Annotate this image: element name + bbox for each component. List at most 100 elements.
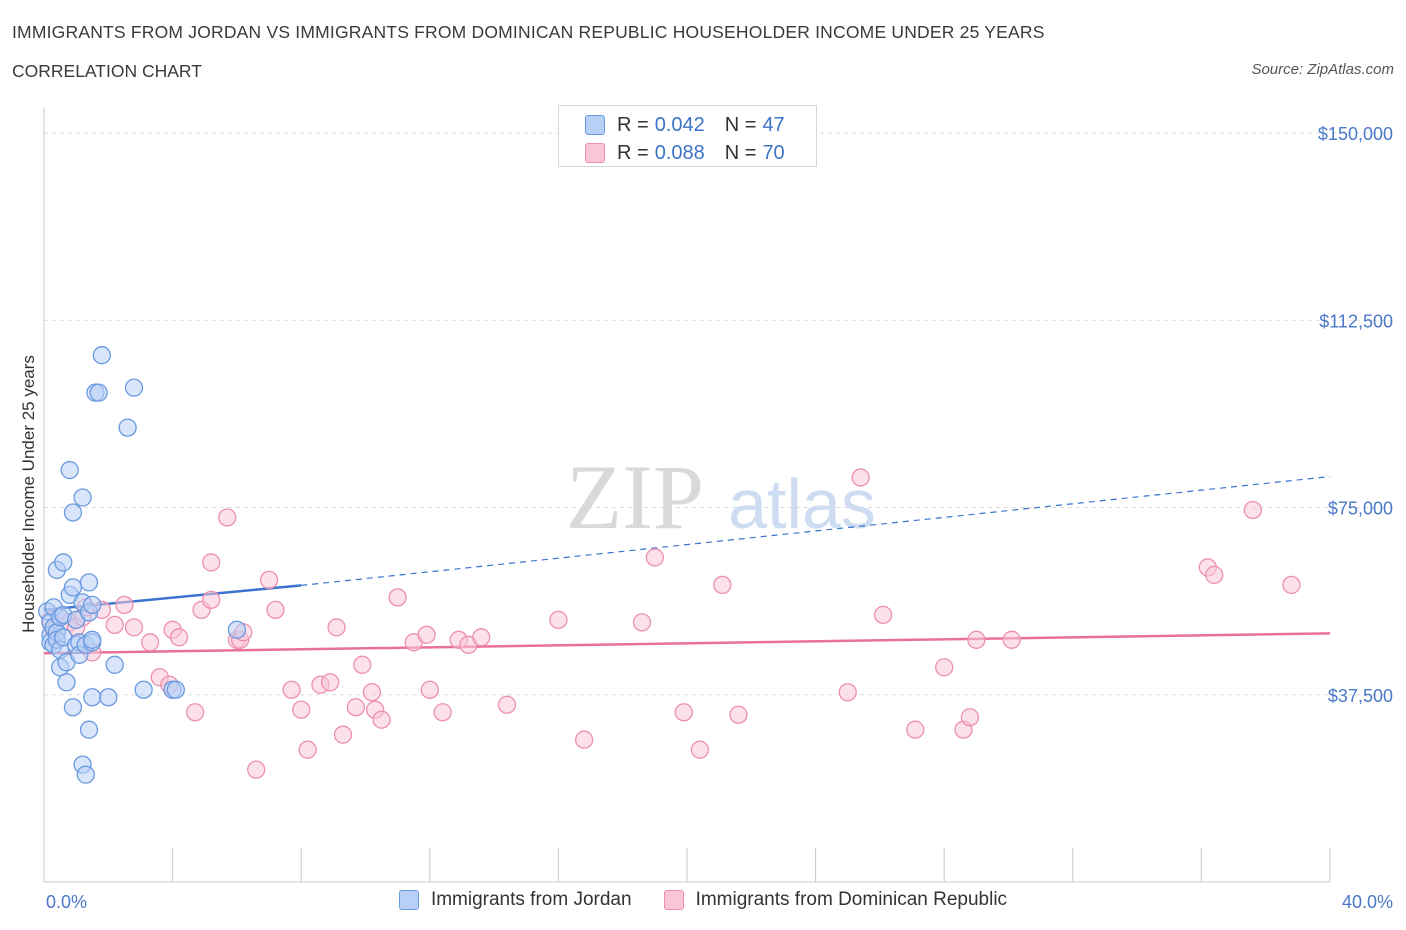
point-jordan xyxy=(124,378,144,397)
point-dominican xyxy=(105,615,124,634)
point-jordan xyxy=(83,688,102,707)
point-dominican xyxy=(690,740,710,759)
point-dominican xyxy=(632,613,652,632)
point-dominican xyxy=(362,683,382,702)
point-jordan xyxy=(73,488,92,507)
y-axis-label: Householder Income Under 25 years xyxy=(19,355,38,633)
point-dominican xyxy=(1243,500,1262,520)
data-points xyxy=(38,346,1301,784)
point-dominican xyxy=(140,633,160,652)
point-dominican xyxy=(549,610,568,629)
source-label: Source: ZipAtlas.com xyxy=(1251,61,1394,78)
point-dominican xyxy=(353,655,372,674)
y-tick-label: $37,500 xyxy=(1328,686,1393,706)
legend-n-label: N = xyxy=(724,113,757,136)
point-dominican xyxy=(372,710,391,729)
point-dominican xyxy=(729,705,748,724)
point-dominican xyxy=(713,575,732,595)
point-dominican xyxy=(185,703,205,722)
point-jordan xyxy=(79,720,99,739)
point-dominican xyxy=(169,628,189,647)
point-jordan xyxy=(57,673,76,692)
point-jordan xyxy=(79,573,99,592)
legend-item-jordan[interactable]: Immigrants from Jordan xyxy=(398,889,632,911)
point-dominican xyxy=(1002,630,1021,649)
legend-n-label: N = xyxy=(724,141,757,164)
watermark-atlas: atlas xyxy=(728,465,876,543)
legend-series: Immigrants from Jordan Immigrants from D… xyxy=(0,889,1406,911)
point-dominican xyxy=(873,605,893,625)
legend-swatch-jordan xyxy=(585,115,605,135)
point-jordan xyxy=(89,383,108,402)
chart-subtitle: CORRELATION CHART xyxy=(12,61,202,81)
point-dominican xyxy=(851,468,870,487)
point-dominican xyxy=(935,658,954,677)
point-jordan xyxy=(60,460,79,480)
point-jordan xyxy=(134,680,153,699)
y-tick-label: $75,000 xyxy=(1328,499,1393,519)
y-tick-label: $112,500 xyxy=(1319,311,1393,331)
point-dominican xyxy=(282,680,301,699)
point-dominican xyxy=(218,508,237,527)
point-dominican xyxy=(266,600,285,620)
legend-swatch-dominican xyxy=(585,143,605,163)
point-jordan xyxy=(83,595,102,615)
legend-r-value-jordan: 0.042 xyxy=(654,113,705,136)
point-jordan xyxy=(63,578,83,597)
point-dominican xyxy=(838,683,857,702)
point-dominican xyxy=(960,708,980,727)
legend-row-jordan: R = 0.042 N = 47 xyxy=(585,113,785,137)
legend-label-jordan: Immigrants from Jordan xyxy=(430,889,632,910)
point-dominican xyxy=(346,698,366,717)
x-tick-label: 0.0% xyxy=(46,892,87,912)
legend-swatch-dominican xyxy=(663,890,684,910)
point-jordan xyxy=(63,503,83,522)
legend-stats: R = 0.042 N = 47 R = 0.088 N = 70 xyxy=(558,105,817,167)
grid-lines xyxy=(44,132,1392,696)
point-jordan xyxy=(54,553,73,572)
point-dominican xyxy=(433,703,452,722)
legend-r-label: R = xyxy=(617,113,649,136)
point-dominican xyxy=(292,700,311,719)
axes xyxy=(43,108,1331,883)
point-jordan xyxy=(99,688,118,707)
point-jordan xyxy=(92,346,112,365)
point-dominican xyxy=(202,553,221,572)
trend-line-jordan-projected xyxy=(301,475,1331,586)
legend-label-dominican: Immigrants from Dominican Republic xyxy=(695,889,1008,910)
legend-row-dominican: R = 0.088 N = 70 xyxy=(585,141,785,165)
point-dominican xyxy=(115,595,134,615)
watermark-zip: ZIP xyxy=(566,446,704,548)
y-tick-label: $150,000 xyxy=(1318,124,1393,144)
legend-r-value-dominican: 0.088 xyxy=(654,141,705,164)
point-jordan xyxy=(118,418,137,437)
tick-labels: $37,500 $75,000 $112,500 $150,000 0.0% 40.0% xyxy=(46,124,1393,912)
point-dominican xyxy=(674,703,693,722)
legend-n-value-dominican: 70 xyxy=(762,141,785,164)
x-tick-label: 40.0% xyxy=(1342,892,1393,912)
point-jordan xyxy=(76,765,95,784)
point-dominican xyxy=(333,725,353,744)
chart-title: IMMIGRANTS FROM JORDAN VS IMMIGRANTS FRO… xyxy=(12,22,1045,42)
point-jordan xyxy=(63,698,83,717)
point-jordan xyxy=(166,680,185,699)
point-dominican xyxy=(259,570,279,590)
point-jordan xyxy=(227,620,247,639)
point-dominican xyxy=(124,618,144,637)
point-dominican xyxy=(298,740,317,759)
point-dominican xyxy=(967,630,986,649)
point-dominican xyxy=(320,673,340,692)
point-dominican xyxy=(906,720,925,739)
point-dominican xyxy=(497,695,517,714)
point-dominican xyxy=(472,628,491,647)
legend-item-dominican[interactable]: Immigrants from Dominican Republic xyxy=(663,889,1008,911)
point-dominican xyxy=(574,730,594,749)
point-dominican xyxy=(202,590,221,610)
point-dominican xyxy=(417,625,436,644)
point-jordan xyxy=(83,630,102,649)
trend-line-dominican xyxy=(43,632,1331,655)
point-dominican xyxy=(645,548,664,567)
legend-r-label: R = xyxy=(617,141,649,164)
point-jordan xyxy=(105,655,124,674)
